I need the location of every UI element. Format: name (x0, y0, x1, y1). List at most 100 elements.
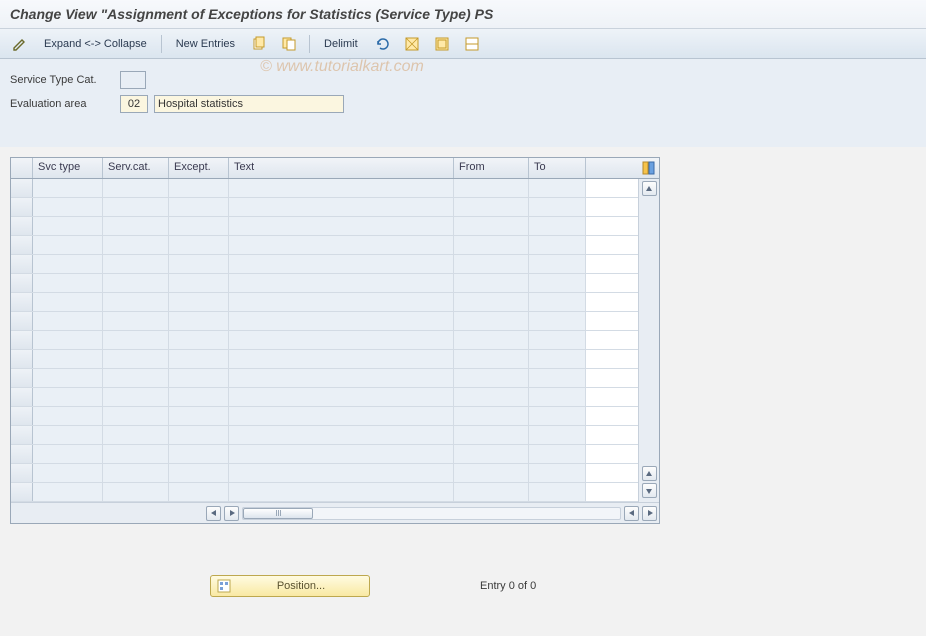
cell-text[interactable] (229, 426, 454, 444)
select-block-icon[interactable] (430, 34, 454, 54)
table-row[interactable] (11, 445, 638, 464)
row-selector[interactable] (11, 217, 33, 235)
evaluation-area-code-input[interactable] (120, 95, 148, 113)
cell-except[interactable] (169, 464, 229, 482)
cell-serv_cat[interactable] (103, 198, 169, 216)
cell-text[interactable] (229, 464, 454, 482)
cell-svc_type[interactable] (33, 198, 103, 216)
copy-as-icon[interactable] (277, 34, 301, 54)
new-entries-button[interactable]: New Entries (170, 34, 241, 54)
cell-from[interactable] (454, 179, 529, 197)
row-selector[interactable] (11, 407, 33, 425)
cell-from[interactable] (454, 369, 529, 387)
row-selector[interactable] (11, 350, 33, 368)
cell-from[interactable] (454, 217, 529, 235)
cell-to[interactable] (529, 464, 586, 482)
table-settings-icon[interactable] (638, 158, 659, 178)
cell-except[interactable] (169, 179, 229, 197)
cell-except[interactable] (169, 255, 229, 273)
scroll-up2-icon[interactable] (642, 466, 657, 481)
scroll-thumb[interactable] (243, 508, 313, 519)
row-selector[interactable] (11, 331, 33, 349)
expand-collapse-button[interactable]: Expand <-> Collapse (38, 34, 153, 54)
row-selector[interactable] (11, 255, 33, 273)
cell-to[interactable] (529, 274, 586, 292)
row-selector[interactable] (11, 274, 33, 292)
row-selector[interactable] (11, 236, 33, 254)
cell-svc_type[interactable] (33, 293, 103, 311)
table-row[interactable] (11, 312, 638, 331)
row-selector[interactable] (11, 388, 33, 406)
cell-text[interactable] (229, 369, 454, 387)
cell-except[interactable] (169, 388, 229, 406)
service-type-cat-input[interactable] (120, 71, 146, 89)
row-selector[interactable] (11, 464, 33, 482)
cell-to[interactable] (529, 407, 586, 425)
pencil-icon[interactable] (8, 34, 32, 54)
cell-serv_cat[interactable] (103, 445, 169, 463)
scroll-track[interactable] (242, 507, 621, 520)
cell-except[interactable] (169, 236, 229, 254)
cell-text[interactable] (229, 198, 454, 216)
cell-except[interactable] (169, 198, 229, 216)
cell-text[interactable] (229, 483, 454, 501)
cell-text[interactable] (229, 350, 454, 368)
cell-to[interactable] (529, 388, 586, 406)
cell-to[interactable] (529, 445, 586, 463)
cell-svc_type[interactable] (33, 445, 103, 463)
table-row[interactable] (11, 426, 638, 445)
cell-text[interactable] (229, 255, 454, 273)
scroll-left-icon[interactable] (206, 506, 221, 521)
row-selector[interactable] (11, 179, 33, 197)
col-header-from[interactable]: From (454, 158, 529, 178)
row-selector[interactable] (11, 483, 33, 501)
table-row[interactable] (11, 407, 638, 426)
cell-text[interactable] (229, 312, 454, 330)
row-selector[interactable] (11, 198, 33, 216)
cell-serv_cat[interactable] (103, 483, 169, 501)
cell-svc_type[interactable] (33, 217, 103, 235)
delimit-button[interactable]: Delimit (318, 34, 364, 54)
cell-to[interactable] (529, 426, 586, 444)
row-selector[interactable] (11, 293, 33, 311)
cell-text[interactable] (229, 388, 454, 406)
cell-to[interactable] (529, 255, 586, 273)
row-selector[interactable] (11, 426, 33, 444)
cell-from[interactable] (454, 312, 529, 330)
cell-text[interactable] (229, 331, 454, 349)
cell-to[interactable] (529, 483, 586, 501)
table-row[interactable] (11, 274, 638, 293)
deselect-all-icon[interactable] (460, 34, 484, 54)
cell-to[interactable] (529, 369, 586, 387)
scroll-right2-icon[interactable] (642, 506, 657, 521)
table-row[interactable] (11, 217, 638, 236)
cell-svc_type[interactable] (33, 483, 103, 501)
scroll-right-icon[interactable] (224, 506, 239, 521)
cell-svc_type[interactable] (33, 255, 103, 273)
undo-icon[interactable] (370, 34, 394, 54)
cell-except[interactable] (169, 483, 229, 501)
table-row[interactable] (11, 350, 638, 369)
position-button[interactable]: Position... (210, 575, 370, 597)
cell-except[interactable] (169, 293, 229, 311)
table-row[interactable] (11, 198, 638, 217)
cell-from[interactable] (454, 464, 529, 482)
cell-serv_cat[interactable] (103, 217, 169, 235)
scroll-down-icon[interactable] (642, 483, 657, 498)
cell-except[interactable] (169, 350, 229, 368)
cell-from[interactable] (454, 236, 529, 254)
select-all-icon[interactable] (400, 34, 424, 54)
cell-serv_cat[interactable] (103, 426, 169, 444)
cell-svc_type[interactable] (33, 274, 103, 292)
row-selector[interactable] (11, 445, 33, 463)
cell-except[interactable] (169, 426, 229, 444)
cell-from[interactable] (454, 198, 529, 216)
cell-from[interactable] (454, 274, 529, 292)
cell-to[interactable] (529, 350, 586, 368)
cell-except[interactable] (169, 369, 229, 387)
cell-serv_cat[interactable] (103, 350, 169, 368)
col-header-to[interactable]: To (529, 158, 586, 178)
scroll-left2-icon[interactable] (624, 506, 639, 521)
cell-from[interactable] (454, 293, 529, 311)
cell-text[interactable] (229, 217, 454, 235)
